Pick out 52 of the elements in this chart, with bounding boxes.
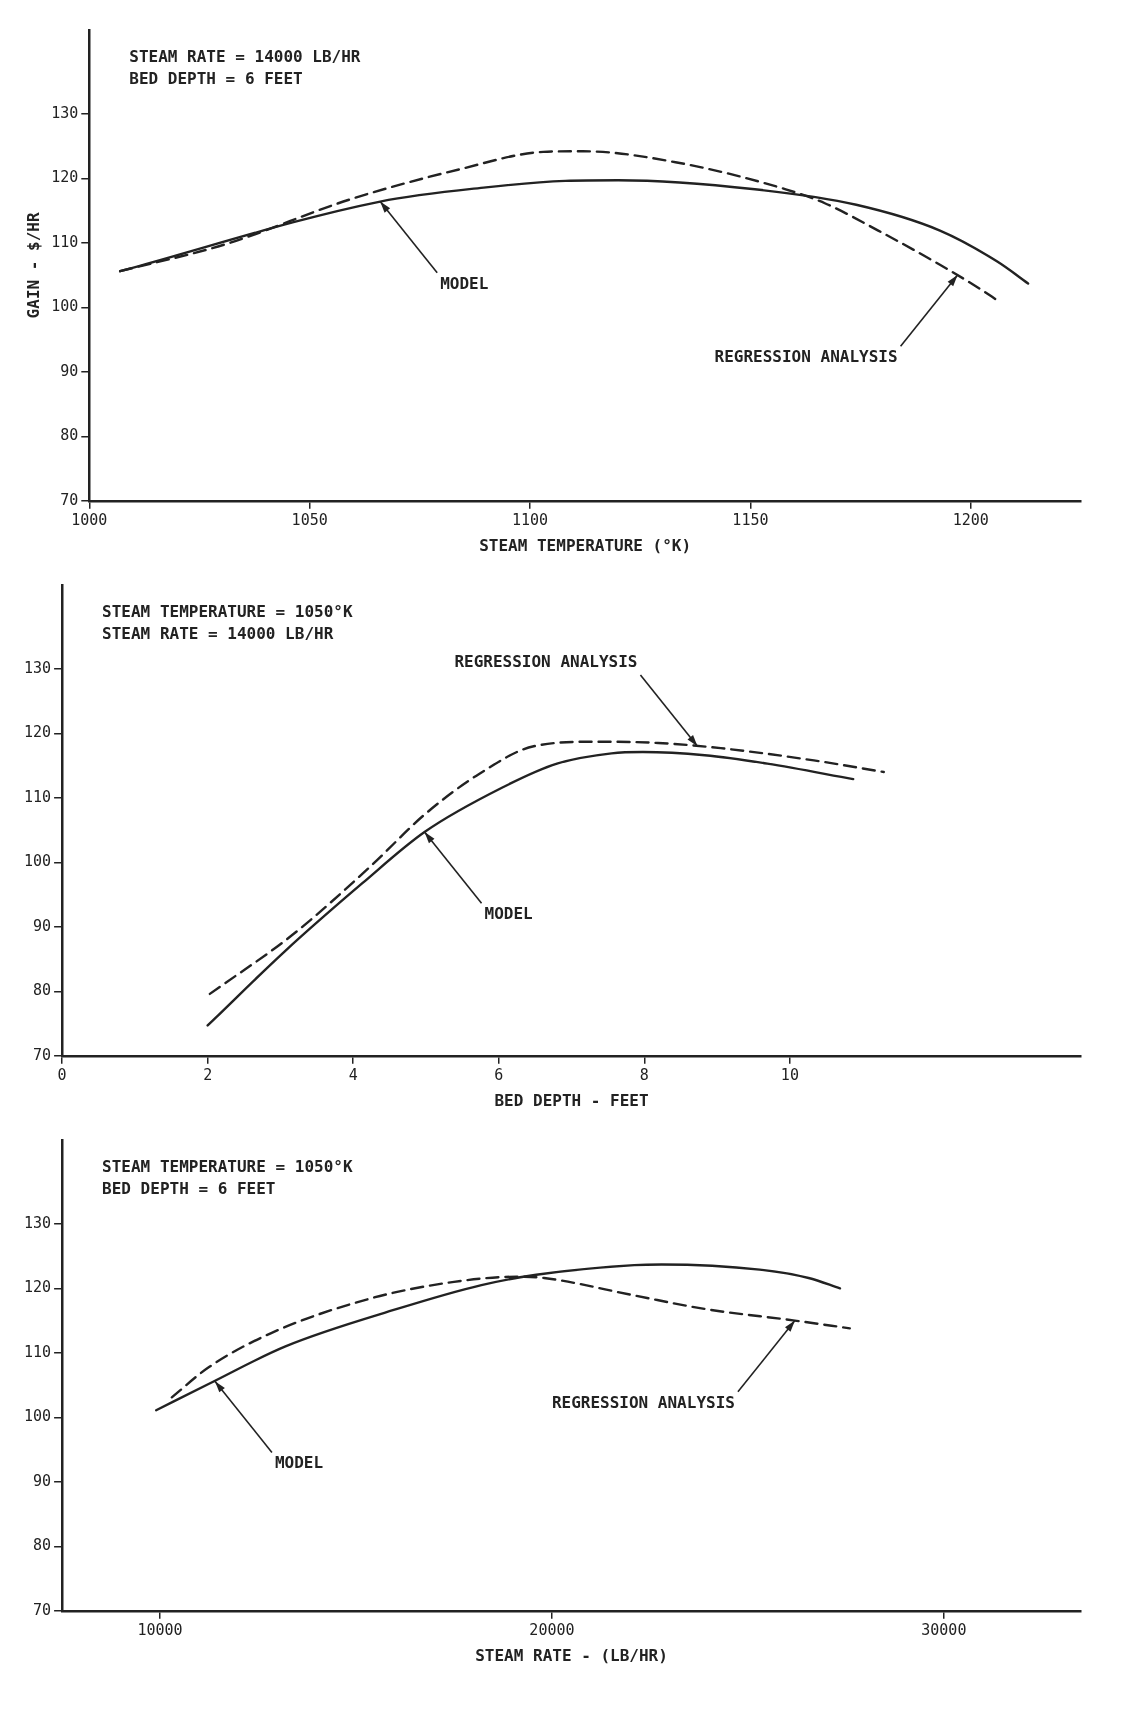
annotation: REGRESSION ANALYSIS	[551, 1392, 735, 1412]
y-tick-label: 130	[24, 658, 52, 677]
y-tick-label: 110	[24, 787, 52, 806]
y-axis-title: GAIN - $/HR	[23, 212, 43, 319]
y-tick-label: 90	[33, 916, 52, 935]
x-tick-label: 30000	[921, 1620, 967, 1639]
annotation: MODEL	[484, 904, 533, 924]
x-tick-label: 10	[780, 1065, 799, 1084]
x-tick-label: 1050	[291, 510, 328, 529]
x-axis-title: STEAM RATE - (LB/HR)	[475, 1645, 668, 1665]
y-tick-label: 80	[60, 426, 79, 445]
y-tick-label: 90	[60, 361, 79, 380]
x-tick-label: 1150	[732, 510, 769, 529]
y-tick-label: 80	[33, 1536, 52, 1555]
annotation: BED DEPTH = 6 FEET	[102, 1179, 276, 1199]
x-tick-label: 8	[639, 1065, 649, 1084]
annotation: MODEL	[440, 273, 489, 293]
x-axis-title: BED DEPTH - FEET	[494, 1090, 649, 1110]
x-tick-label: 1100	[511, 510, 549, 529]
x-tick-label: 1200	[952, 510, 989, 529]
annotation: BED DEPTH = 6 FEET	[129, 69, 303, 89]
x-axis-title: STEAM TEMPERATURE (°K)	[479, 535, 692, 555]
y-tick-label: 100	[24, 852, 52, 871]
y-tick-label: 120	[24, 723, 52, 742]
annotation: STEAM RATE = 14000 LB/HR	[129, 47, 361, 67]
annotation: REGRESSION ANALYSIS	[714, 347, 898, 367]
y-tick-label: 120	[24, 1278, 52, 1297]
y-tick-label: 110	[51, 232, 79, 251]
y-tick-label: 130	[24, 1213, 52, 1232]
annotation: STEAM RATE = 14000 LB/HR	[102, 624, 334, 644]
y-tick-label: 90	[33, 1471, 52, 1490]
x-tick-label: 0	[57, 1065, 67, 1084]
y-tick-label: 100	[51, 297, 79, 316]
x-tick-label: 10000	[137, 1620, 183, 1639]
y-tick-label: 110	[24, 1342, 52, 1361]
line-series	[206, 750, 855, 1027]
y-tick-label: 130	[51, 103, 79, 122]
y-tick-label: 80	[33, 981, 52, 1000]
y-tick-label: 70	[33, 1045, 52, 1064]
annotation: STEAM TEMPERATURE = 1050°K	[102, 1157, 353, 1177]
annotation: MODEL	[274, 1453, 324, 1473]
x-tick-label: 6	[494, 1065, 504, 1084]
y-tick-label: 70	[33, 1600, 52, 1619]
y-tick-label: 100	[24, 1407, 52, 1426]
x-tick-label: 1000	[71, 510, 108, 529]
y-tick-label: 70	[60, 490, 79, 509]
x-tick-label: 20000	[529, 1620, 575, 1639]
annotation: STEAM TEMPERATURE = 1050°K	[102, 602, 353, 622]
y-tick-label: 120	[51, 168, 79, 187]
x-tick-label: 2	[203, 1065, 213, 1084]
x-tick-label: 4	[348, 1065, 358, 1084]
annotation: REGRESSION ANALYSIS	[454, 652, 638, 672]
